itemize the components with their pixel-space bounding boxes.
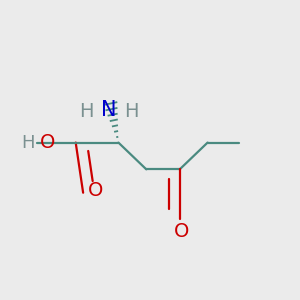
Text: O: O xyxy=(88,182,103,200)
Text: H: H xyxy=(124,102,139,121)
Text: O: O xyxy=(174,222,189,242)
Text: H: H xyxy=(79,102,93,121)
Text: O: O xyxy=(40,133,55,152)
Text: H: H xyxy=(21,134,35,152)
Text: N: N xyxy=(101,100,117,120)
